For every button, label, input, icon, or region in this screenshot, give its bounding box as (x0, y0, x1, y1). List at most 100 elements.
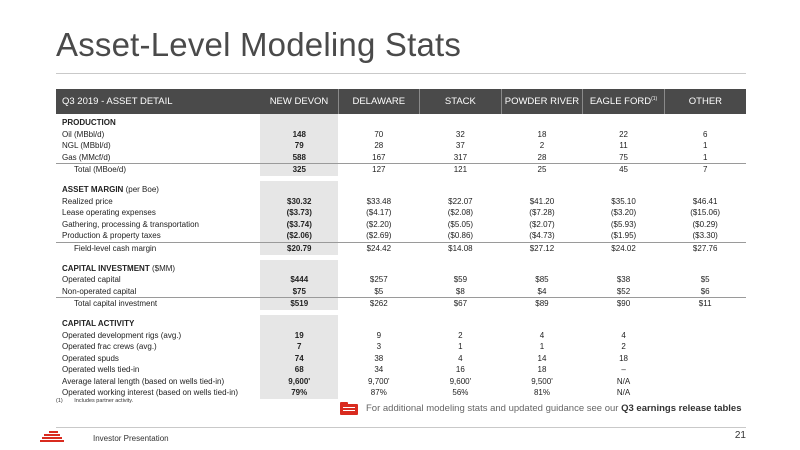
cell-value (664, 341, 746, 353)
cell-value: $11 (664, 297, 746, 310)
new-devon-value: ($3.74) (260, 218, 339, 231)
new-devon-value: 74 (260, 352, 339, 365)
empty-cell (338, 315, 420, 330)
cell-value: 4 (539, 330, 545, 340)
new-devon-value: $444 (260, 274, 339, 286)
cell-value: 2 (621, 342, 626, 352)
empty-cell (664, 315, 746, 330)
empty-cell (338, 114, 420, 129)
cell-value: ($2.07) (529, 219, 555, 229)
cell-value: $262 (338, 297, 420, 310)
cell-value: 18 (537, 365, 547, 375)
cell-value: $35.10 (611, 196, 636, 206)
folder-icon (340, 402, 358, 415)
page-title: Asset-Level Modeling Stats (56, 26, 462, 63)
new-devon-value: 68 (260, 364, 339, 376)
cell-value (664, 330, 746, 342)
row-label: Lease operating expenses (62, 208, 156, 218)
cell-value: N/A (616, 388, 631, 398)
new-devon-value: $30.32 (260, 195, 339, 208)
cell-value: 70 (374, 129, 384, 139)
cell-value: ($5.05) (447, 219, 474, 229)
new-devon-cell (260, 180, 339, 196)
new-devon-value: $519 (260, 297, 339, 310)
cell-value: ($3.30) (692, 231, 718, 241)
cell-value: 9 (376, 330, 382, 340)
cell-value: $52 (616, 286, 631, 296)
new-devon-value: 19 (260, 329, 339, 342)
cell-value: ($4.73) (529, 231, 555, 241)
row-label: Gathering, processing & transportation (62, 219, 199, 229)
cell-value: $4 (537, 286, 547, 296)
earnings-callout: For additional modeling stats and update… (340, 402, 742, 415)
footer-divider (56, 427, 746, 428)
cell-value (664, 387, 746, 399)
new-devon-value: ($2.06) (260, 230, 339, 243)
new-devon-value: 9,600' (260, 375, 339, 388)
cell-value: 9,500' (531, 376, 553, 386)
table-row: Gathering, processing & transportation ($… (56, 218, 746, 231)
cell-value: ($2.08) (447, 208, 474, 218)
cell-value: $24.02 (582, 241, 665, 255)
section-subtitle: ($MM) (151, 263, 176, 273)
cell-value: 317 (453, 152, 468, 162)
cell-value: $59 (453, 275, 468, 285)
section-heading-production: PRODUCTION (56, 114, 746, 129)
empty-cell (583, 114, 665, 129)
cell-value: ($4.17) (366, 208, 392, 218)
cell-value: ($5.93) (610, 219, 637, 229)
cell-value: 14 (537, 353, 547, 363)
table-row: Gas (MMcf/d) 588 167 317 28 75 1 (56, 151, 746, 164)
empty-cell (583, 315, 665, 330)
row-label: Operated spuds (62, 353, 119, 363)
header-powder-river: POWDER RIVER (500, 89, 583, 114)
empty-cell (420, 181, 502, 196)
cell-value: ($0.86) (447, 231, 474, 241)
cell-value: 2 (458, 330, 463, 340)
cell-value: 22 (619, 129, 628, 139)
row-label: Average lateral length (based on wells t… (62, 376, 225, 386)
section-title: PRODUCTION (62, 118, 116, 127)
cell-value: ($2.69) (366, 231, 392, 241)
table-row: NGL (MBbl/d) 79 28 37 2 11 1 (56, 140, 746, 152)
title-divider (56, 73, 746, 74)
page-number: 21 (734, 430, 746, 441)
cell-value: $5 (700, 275, 710, 285)
table-row: Production & property taxes ($2.06) ($2.69… (56, 230, 746, 243)
section-heading: CAPITAL INVESTMENT ($MM) (56, 260, 260, 275)
cell-value: 1 (702, 152, 708, 162)
new-devon-value: $75 (260, 285, 339, 298)
cell-value: 11 (619, 141, 628, 151)
row-label: Gas (MMcf/d) (62, 152, 111, 162)
devon-logo-icon (40, 431, 66, 443)
empty-cell (338, 181, 420, 196)
cell-value: 4 (458, 353, 463, 363)
row-label: Operated frac crews (avg.) (62, 342, 157, 352)
section-heading-capital-activity: CAPITAL ACTIVITY (56, 314, 746, 330)
cell-value: $33.48 (366, 196, 392, 206)
cell-value (664, 353, 746, 365)
asset-detail-table: Q3 2019 - ASSET DETAIL NEW DEVON DELAWAR… (56, 89, 746, 400)
new-devon-value: 325 (260, 163, 339, 176)
new-devon-cell (260, 114, 339, 129)
cell-value: ($3.20) (610, 208, 637, 218)
footnote-mark: (1) (56, 398, 63, 404)
new-devon-cell (260, 259, 339, 275)
header-new-devon: NEW DEVON (260, 89, 339, 114)
cell-value: $27.76 (664, 241, 746, 255)
callout-link[interactable]: Q3 earnings release tables (621, 403, 742, 414)
table-row: Lease operating expenses ($3.73) ($4.17) ($… (56, 207, 746, 219)
cell-value: 121 (419, 163, 502, 176)
empty-cell (664, 260, 746, 275)
cell-value: $257 (369, 275, 388, 285)
cell-value: 127 (338, 163, 420, 176)
row-label: Total (MBoe/d) (56, 163, 261, 176)
cell-value: 1 (702, 141, 708, 151)
cell-value: 9,700' (368, 376, 390, 386)
row-label: Operated working interest (based on well… (62, 388, 239, 398)
new-devon-value: ($3.73) (260, 207, 339, 219)
cell-value: $89 (501, 297, 583, 310)
cell-value: 45 (582, 163, 665, 176)
callout-text: For additional modeling stats and update… (366, 403, 742, 414)
table-row: Average lateral length (based on wells t… (56, 375, 746, 388)
